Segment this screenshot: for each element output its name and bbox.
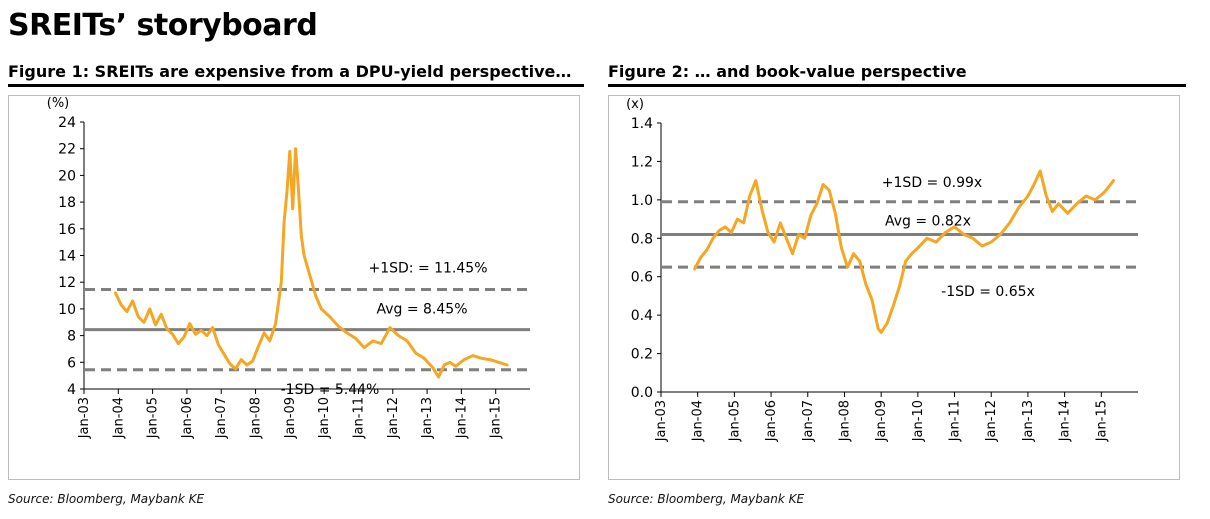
figure-1-x-tick-label: Jan-13 — [420, 397, 435, 439]
figure-2-x-tick-label: Jan-07 — [801, 400, 816, 442]
figure-1-reference-label: +1SD: = 11.45% — [368, 261, 487, 277]
figure-2-x-tick-label: Jan-04 — [691, 400, 706, 442]
figure-1-source: Source: Bloomberg, Maybank KE — [8, 492, 205, 506]
figure-2-x-tick-label: Jan-13 — [1021, 400, 1036, 442]
figure-2-frame — [608, 95, 1180, 480]
figure-1-y-tick-label: 14 — [58, 249, 76, 265]
figure-1-y-tick-label: 10 — [58, 302, 76, 318]
figure-2-y-tick-label: 0.6 — [631, 270, 653, 286]
figure-2-y-tick-label: 0.0 — [631, 385, 653, 401]
figure-2-y-tick-label: 1.4 — [631, 116, 653, 132]
figure-2-reference-label: +1SD = 0.99x — [882, 175, 982, 191]
figure-1-series-line — [113, 147, 509, 379]
figure-1-x-tick-label: Jan-10 — [317, 397, 332, 439]
figure-2-x-tick-label: Jan-10 — [911, 400, 926, 442]
figure-2-x-tick-label: Jan-06 — [764, 400, 779, 442]
figure-2-chart: (x) 0.0 0.2 0.4 0.6 0.8 1.0 1.2 1.4 Jan-03 Jan-04 J… — [626, 97, 1138, 442]
figure-1-y-tick-label: 24 — [58, 115, 76, 131]
figure-2-x-tick-label: Jan-11 — [948, 400, 963, 442]
figure-2-y-tick-label: 1.0 — [631, 193, 653, 209]
figure-1-y-tick-label: 4 — [67, 382, 76, 398]
figure-2-title: Figure 2: … and book-value perspective — [608, 62, 967, 81]
figure-2-x-tick-label: Jan-09 — [874, 400, 889, 442]
figure-1-reference-label: -1SD = 5.44% — [281, 382, 380, 398]
figure-1-x-tick-label: Jan-03 — [77, 397, 92, 439]
figure-1-x-tick-label: Jan-11 — [351, 397, 366, 439]
figure-2-y-unit-label: (x) — [626, 97, 644, 112]
figure-1-y-tick-label: 12 — [58, 275, 76, 291]
figure-1-y-unit-label: (%) — [47, 96, 70, 111]
figure-2-y-tick-label: 1.2 — [631, 154, 653, 170]
figure-2-y-tick-label: 0.2 — [631, 347, 653, 363]
figure-2-x-tick-label: Jan-14 — [1058, 400, 1073, 442]
figure-1-title: Figure 1: SREITs are expensive from a DP… — [8, 62, 572, 81]
figure-1-x-tick-label: Jan-04 — [111, 397, 126, 439]
figure-1-y-tick-label: 16 — [58, 222, 76, 238]
figure-2-x-tick-label: Jan-05 — [727, 400, 742, 442]
figure-2-title-rule — [608, 84, 1186, 87]
figure-1-x-tick-label: Jan-05 — [146, 397, 161, 439]
figure-1-reference-label: Avg = 8.45% — [376, 302, 467, 318]
figure-2-y-tick-label: 0.4 — [631, 308, 653, 324]
figure-1-x-tick-label: Jan-07 — [214, 397, 229, 439]
figure-1-x-tick-label: Jan-08 — [249, 397, 264, 439]
page-title: SREITs’ storyboard — [8, 8, 318, 43]
figure-2-x-tick-label: Jan-03 — [654, 400, 669, 442]
figure-1-y-tick-label: 8 — [67, 329, 76, 345]
figure-1-x-tick-label: Jan-06 — [180, 397, 195, 439]
figure-2-source: Source: Bloomberg, Maybank KE — [608, 492, 805, 506]
figure-1-y-tick-label: 22 — [58, 142, 76, 158]
figure-1-y-tick-label: 6 — [67, 355, 76, 371]
figure-1-chart: (%) 4 6 8 10 12 14 16 18 20 22 24 Jan-03 Jan-04 Jan-05… — [47, 96, 530, 439]
figure-1-frame — [8, 95, 580, 480]
figure-1-x-tick-label: Jan-14 — [454, 397, 469, 439]
figure-2-series-line — [693, 169, 1115, 334]
figure-2-x-tick-label: Jan-12 — [984, 400, 999, 442]
figure-1-x-tick-label: Jan-09 — [283, 397, 298, 439]
figure-2-x-tick-label: Jan-08 — [837, 400, 852, 442]
figure-1-y-tick-label: 20 — [58, 168, 76, 184]
figure-2-reference-label: Avg = 0.82x — [885, 213, 971, 229]
figure-1-title-rule — [8, 84, 584, 87]
figure-1-x-tick-label: Jan-15 — [489, 397, 504, 439]
figure-2-reference-label: -1SD = 0.65x — [941, 284, 1035, 300]
figure-1-y-tick-label: 18 — [58, 195, 76, 211]
figure-1-x-tick-label: Jan-12 — [386, 397, 401, 439]
figure-2-x-tick-label: Jan-15 — [1094, 400, 1109, 442]
figure-2-y-tick-label: 0.8 — [631, 231, 653, 247]
